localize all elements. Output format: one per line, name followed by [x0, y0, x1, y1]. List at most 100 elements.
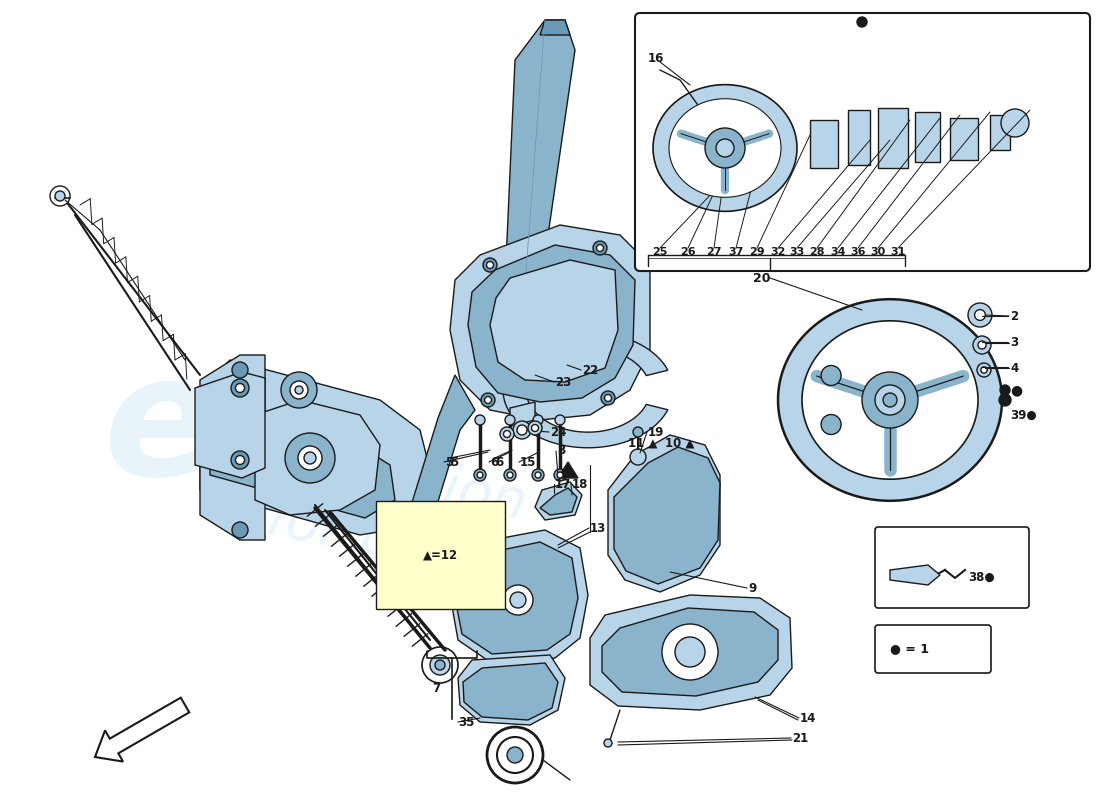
Circle shape [977, 363, 991, 377]
Circle shape [231, 379, 249, 397]
Text: ▲=12: ▲=12 [424, 549, 458, 562]
Text: 7: 7 [432, 682, 440, 694]
Polygon shape [608, 435, 720, 592]
Circle shape [422, 647, 458, 683]
Circle shape [394, 544, 422, 572]
Text: a passion
for parts: a passion for parts [249, 425, 531, 595]
Text: 10 ▲: 10 ▲ [666, 437, 694, 450]
Circle shape [554, 469, 566, 481]
Circle shape [1000, 385, 1010, 395]
Circle shape [705, 128, 745, 168]
Circle shape [232, 522, 248, 538]
Circle shape [298, 446, 322, 470]
Polygon shape [200, 360, 430, 535]
Circle shape [285, 433, 336, 483]
Text: 37: 37 [728, 247, 744, 257]
Polygon shape [468, 245, 635, 402]
Text: 21: 21 [792, 731, 808, 745]
Text: ●: ● [1010, 383, 1022, 397]
Circle shape [601, 391, 615, 405]
Polygon shape [510, 402, 535, 426]
Polygon shape [463, 663, 558, 720]
Circle shape [821, 366, 842, 386]
Circle shape [632, 427, 644, 437]
Circle shape [295, 386, 302, 394]
Circle shape [507, 472, 513, 478]
Text: 32: 32 [770, 247, 785, 257]
Text: 31: 31 [890, 247, 905, 257]
Text: 3: 3 [1010, 337, 1019, 350]
Circle shape [235, 383, 244, 393]
Circle shape [507, 747, 522, 763]
Circle shape [50, 186, 70, 206]
Circle shape [981, 367, 987, 373]
Polygon shape [490, 260, 618, 382]
Polygon shape [510, 342, 535, 366]
Circle shape [1001, 109, 1028, 137]
FancyBboxPatch shape [874, 527, 1028, 608]
Polygon shape [210, 405, 395, 518]
Polygon shape [890, 565, 940, 585]
Text: 20: 20 [754, 271, 771, 285]
Text: 5: 5 [450, 455, 459, 469]
Polygon shape [614, 447, 720, 584]
Circle shape [231, 451, 249, 469]
Text: 28: 28 [810, 247, 825, 257]
Text: 38●: 38● [968, 570, 994, 583]
Text: 27: 27 [706, 247, 722, 257]
Text: 8: 8 [557, 445, 565, 458]
Polygon shape [540, 488, 578, 515]
Polygon shape [255, 400, 380, 515]
Text: ● = 1: ● = 1 [890, 642, 930, 655]
Text: 18: 18 [572, 478, 588, 490]
Circle shape [862, 372, 918, 428]
Circle shape [477, 472, 483, 478]
Circle shape [505, 415, 515, 425]
Circle shape [504, 430, 510, 438]
Circle shape [503, 585, 534, 615]
Polygon shape [540, 20, 570, 35]
Polygon shape [778, 299, 1002, 501]
Polygon shape [990, 115, 1010, 150]
Text: 11 ▲: 11 ▲ [628, 437, 658, 450]
Circle shape [434, 660, 446, 670]
Circle shape [232, 362, 248, 378]
FancyBboxPatch shape [635, 13, 1090, 271]
Circle shape [474, 469, 486, 481]
FancyBboxPatch shape [874, 625, 991, 673]
Text: 29: 29 [749, 247, 764, 257]
Circle shape [534, 415, 543, 425]
Text: 4: 4 [1010, 362, 1019, 374]
Text: 34: 34 [830, 247, 846, 257]
Circle shape [874, 385, 905, 415]
Polygon shape [450, 225, 650, 420]
Text: 24: 24 [550, 426, 566, 438]
Polygon shape [195, 372, 265, 478]
Text: 16: 16 [648, 51, 664, 65]
Circle shape [593, 241, 607, 255]
Circle shape [513, 421, 531, 439]
Circle shape [504, 469, 516, 481]
Text: 35: 35 [458, 715, 474, 729]
Polygon shape [535, 482, 582, 520]
Text: 6: 6 [490, 455, 498, 469]
Text: 14: 14 [800, 711, 816, 725]
Polygon shape [455, 542, 578, 654]
Circle shape [510, 592, 526, 608]
Polygon shape [810, 120, 838, 168]
Circle shape [475, 415, 485, 425]
Polygon shape [653, 85, 798, 211]
Circle shape [883, 393, 896, 407]
Circle shape [402, 551, 415, 565]
Text: eu: eu [104, 349, 336, 511]
Circle shape [280, 372, 317, 408]
Polygon shape [458, 655, 565, 725]
Polygon shape [848, 110, 870, 165]
Circle shape [535, 472, 541, 478]
Polygon shape [388, 375, 475, 565]
Polygon shape [878, 108, 908, 168]
Circle shape [517, 425, 527, 435]
Circle shape [531, 425, 539, 431]
Text: 30: 30 [870, 247, 886, 257]
Text: 22: 22 [582, 363, 598, 377]
